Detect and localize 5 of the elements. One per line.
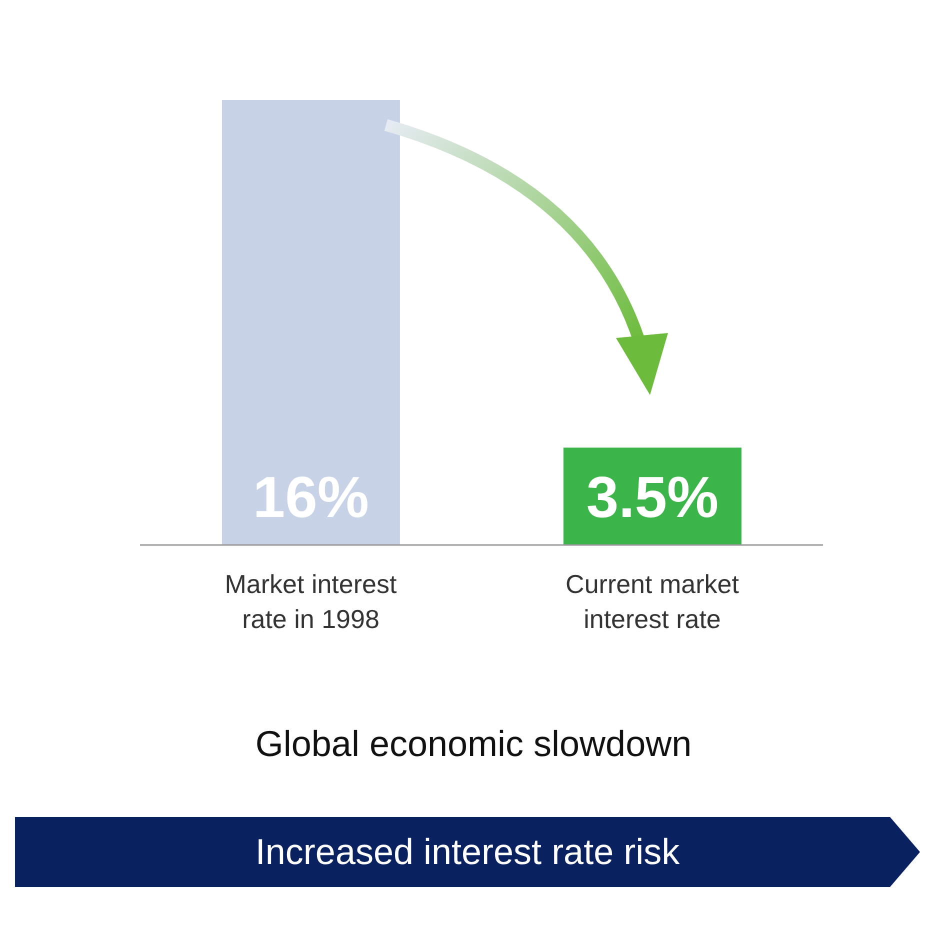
data-label: 3.5%	[586, 465, 719, 530]
x-tick-label: Current market interest rate	[566, 569, 740, 634]
x-tick-label: Market interest rate in 1998	[224, 569, 398, 634]
arrow-banner: Increased interest rate risk	[15, 817, 920, 887]
text: Global economic slowdown	[254, 723, 693, 765]
